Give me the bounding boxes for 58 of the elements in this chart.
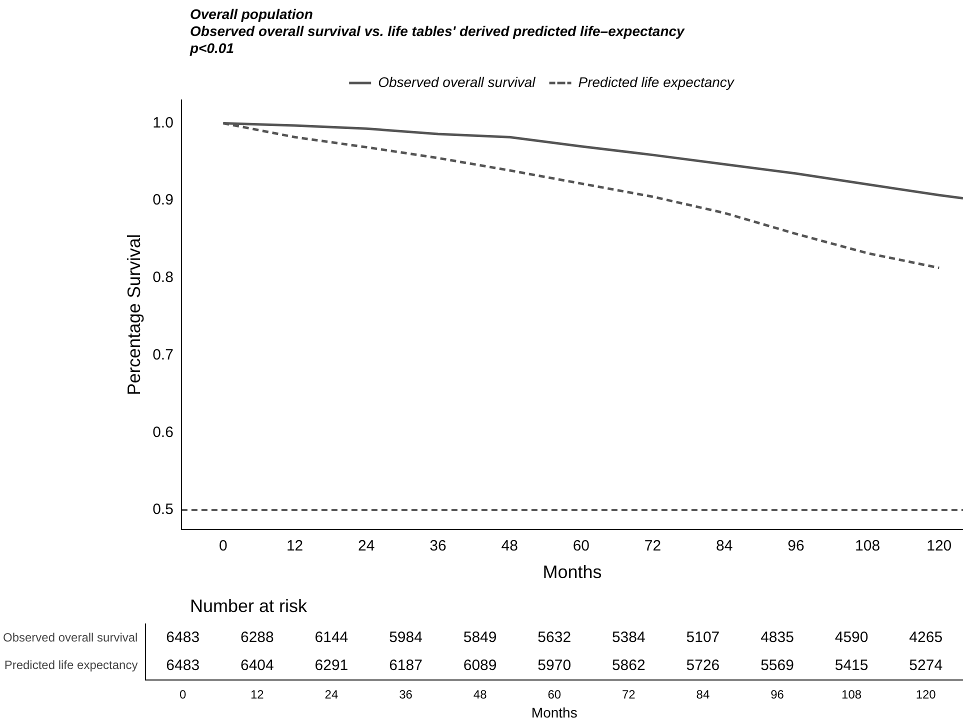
- data-label: 5569: [760, 656, 794, 674]
- data-label: 6483: [166, 629, 200, 646]
- data-label: 6187: [389, 656, 422, 674]
- legend-label: Observed overall survival: [378, 74, 536, 90]
- x-tick-label: 72: [644, 538, 662, 555]
- x-tick-label: 84: [716, 538, 733, 555]
- data-label: 4835: [760, 629, 794, 646]
- x-tick-label: 0: [219, 538, 228, 555]
- x-tick-label: 84: [696, 687, 710, 702]
- data-label: 6483: [166, 656, 200, 674]
- data-label: 4590: [834, 629, 868, 646]
- x-tick-label: 0: [180, 687, 187, 702]
- data-label: 5274: [909, 656, 943, 674]
- x-tick-label: 108: [855, 538, 880, 555]
- data-label: 5384: [612, 629, 646, 646]
- data-label: 6089: [463, 656, 497, 674]
- data-label: 5970: [538, 656, 572, 674]
- chart-title: Number at risk: [190, 596, 308, 616]
- data-label: 6291: [314, 656, 348, 674]
- x-tick-label: 36: [430, 538, 446, 555]
- data-label: 6404: [240, 656, 274, 674]
- y-tick-label: 0.8: [152, 269, 174, 286]
- data-label: 5862: [612, 656, 646, 674]
- data-label: 5415: [834, 656, 868, 674]
- x-tick-label: 72: [622, 687, 636, 702]
- y-tick-label: 0.5: [152, 501, 174, 518]
- data-label: 5984: [389, 629, 422, 646]
- x-tick-label: 24: [358, 538, 375, 555]
- chart-subtitle: Observed overall survival vs. life tables' derived predicted life–expectancy p<0.01: [189, 22, 686, 56]
- x-tick-label: 96: [770, 687, 784, 702]
- x-tick-label: 120: [916, 687, 936, 702]
- y-tick-label: 0.6: [152, 424, 174, 441]
- y-tick-label: 0.9: [152, 192, 174, 209]
- data-label: 6144: [314, 629, 348, 646]
- x-tick-label: 96: [788, 538, 804, 555]
- x-tick-label: 108: [842, 687, 862, 702]
- legend-label: Predicted life expectancy: [578, 74, 735, 90]
- x-tick-label: 60: [548, 687, 562, 702]
- x-tick-label: 24: [324, 687, 338, 702]
- data-label: 4265: [909, 629, 943, 646]
- x-tick-label: 60: [572, 538, 590, 555]
- x-axis-title: Months: [531, 704, 578, 720]
- y-axis-title: Percentage Survival: [124, 234, 144, 396]
- data-label: 6288: [240, 629, 274, 646]
- data-label: 5726: [686, 656, 720, 674]
- x-tick-label: 12: [250, 687, 264, 702]
- x-tick-label: 36: [399, 687, 413, 702]
- x-tick-label: 48: [473, 687, 488, 702]
- data-label: 5849: [463, 629, 497, 646]
- y-tick-label: 1.0: [152, 114, 174, 132]
- y-tick-label: 0.7: [152, 346, 174, 364]
- chart-title: Overall population: [190, 6, 313, 22]
- data-label: 5632: [538, 629, 572, 646]
- x-tick-label: 12: [286, 538, 304, 555]
- data-label: 5107: [686, 629, 720, 646]
- x-axis-title: Months: [542, 562, 602, 582]
- x-tick-label: 48: [501, 538, 518, 555]
- x-tick-label: 120: [926, 538, 952, 555]
